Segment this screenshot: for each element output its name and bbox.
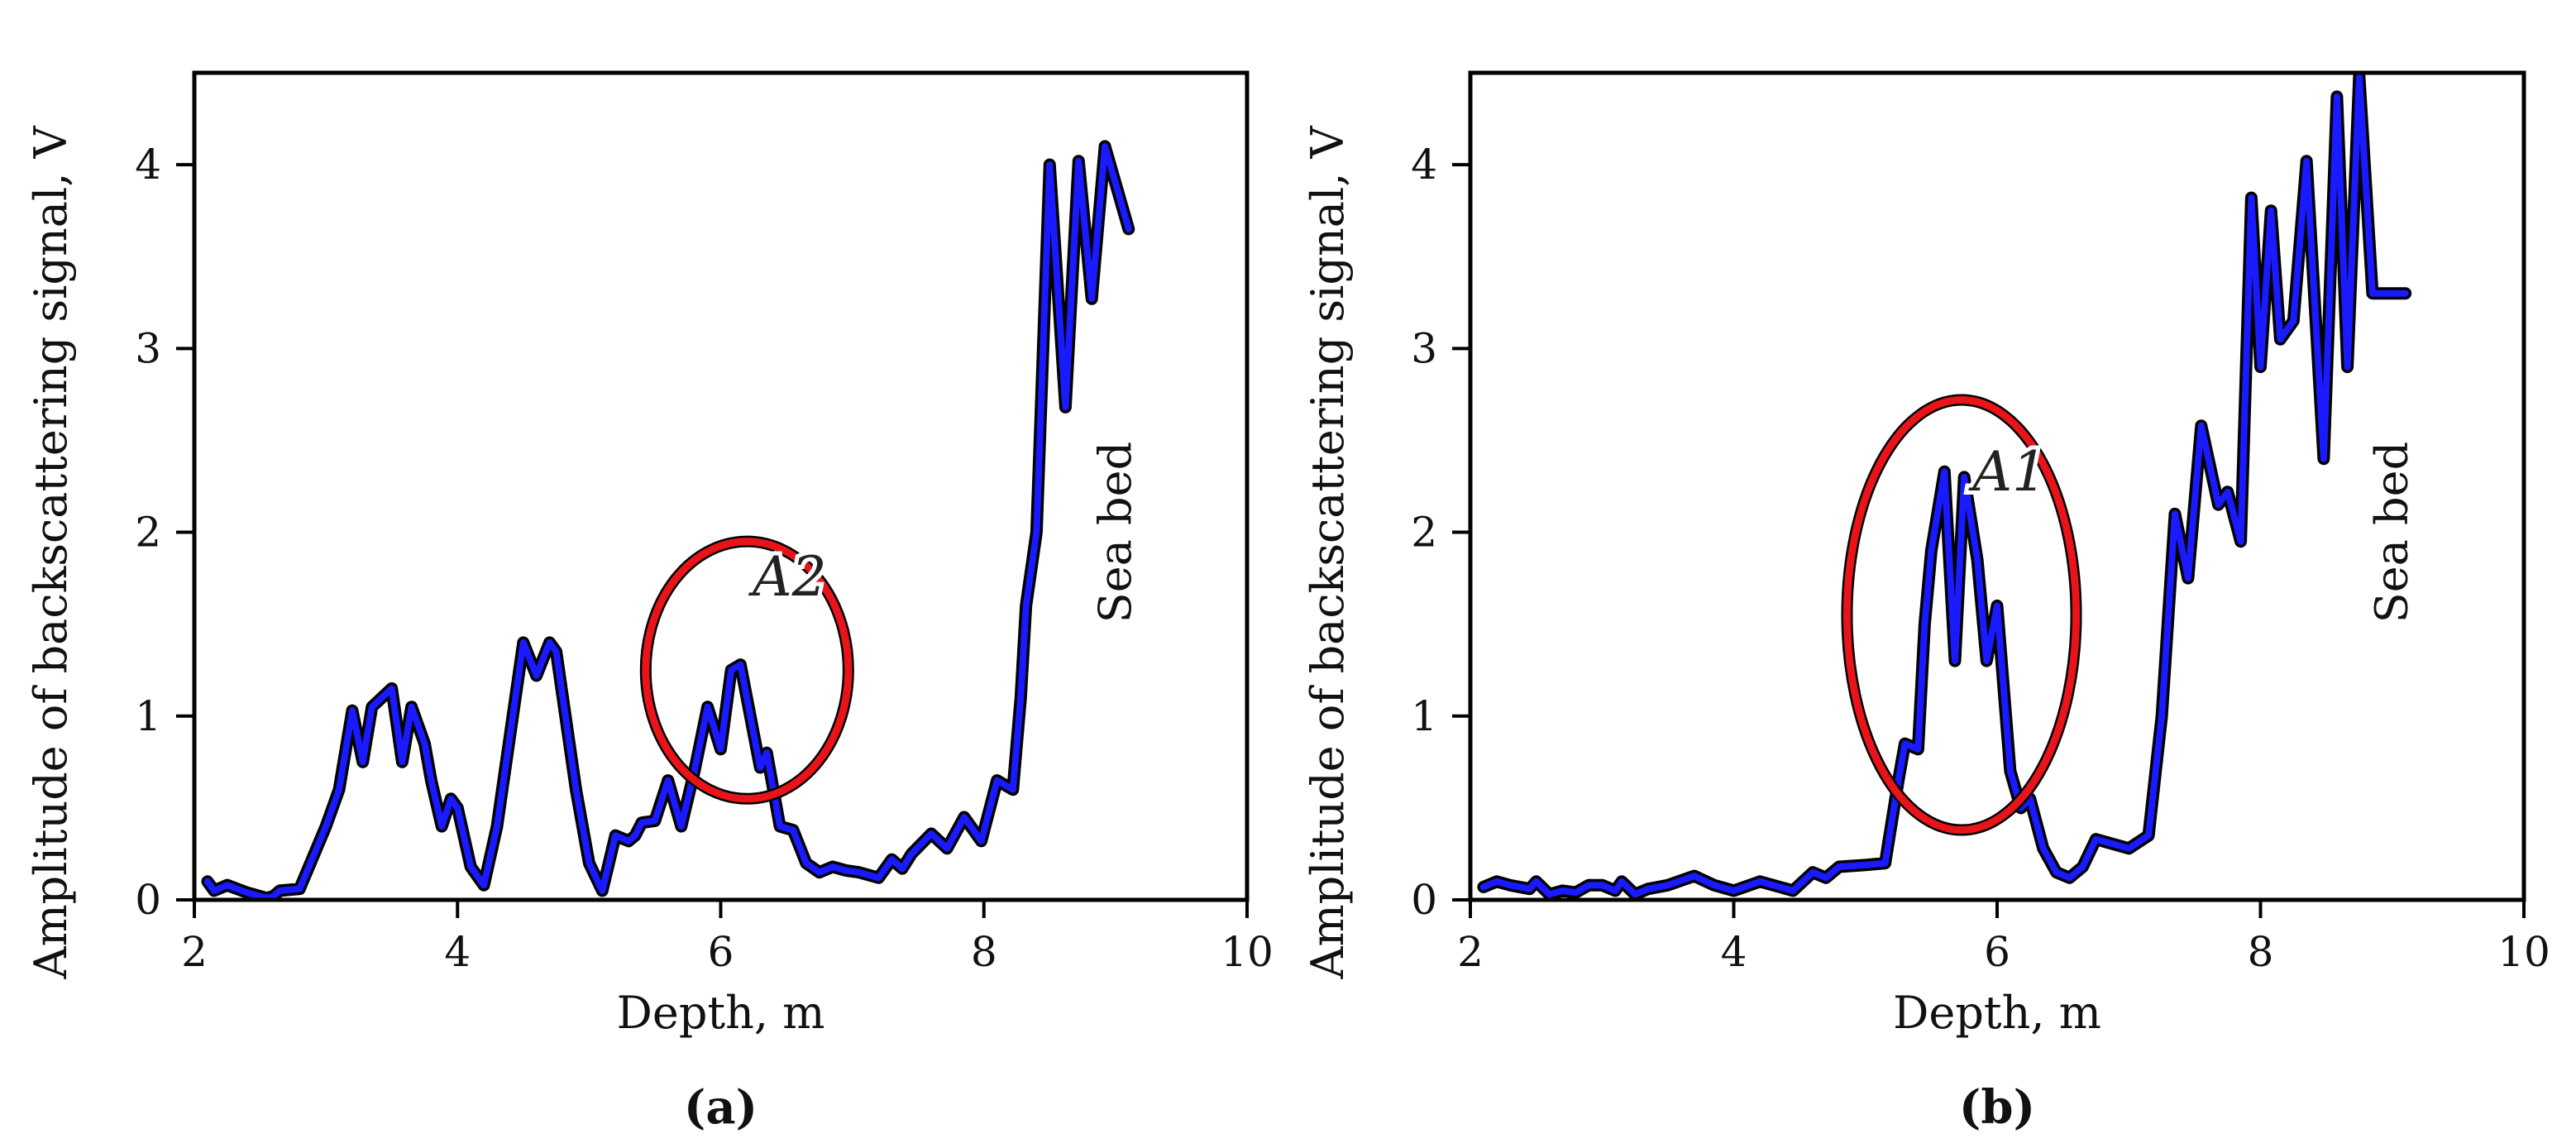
panel-a: 2 4 6 8 10 0 1 2 3 4 A2 Sea bed Depth, m Amplitude of… bbox=[25, 70, 1274, 1135]
sea-bed-label: Sea bed bbox=[2366, 442, 2418, 623]
y-tick-label: 4 bbox=[1411, 141, 1437, 189]
y-tick-label: 1 bbox=[1411, 692, 1437, 740]
x-tick-label: 6 bbox=[1984, 928, 2010, 976]
y-tick-label: 3 bbox=[1411, 324, 1437, 372]
x-tick-label: 4 bbox=[444, 928, 471, 976]
x-tick-label: 8 bbox=[2248, 928, 2274, 976]
x-tick-label: 2 bbox=[181, 928, 208, 976]
annotation-label: A2 bbox=[748, 545, 827, 609]
plot-frame bbox=[1468, 70, 2526, 902]
sea-bed-label: Sea bed bbox=[1089, 442, 1141, 623]
x-tick-label: 8 bbox=[971, 928, 997, 976]
highlight-ellipse bbox=[642, 538, 853, 803]
x-tick-label: 10 bbox=[2497, 928, 2550, 976]
y-tick-label: 2 bbox=[1411, 509, 1437, 557]
y-axis-title: Amplitude of backscattering signal, V bbox=[25, 125, 77, 979]
y-tick-label: 1 bbox=[135, 692, 161, 740]
y-tick-label: 0 bbox=[1411, 876, 1437, 924]
y-tick-label: 2 bbox=[135, 509, 161, 557]
y-tick-label: 4 bbox=[135, 141, 161, 189]
series-line bbox=[203, 142, 1132, 900]
annotation-label: A1 bbox=[1967, 440, 2047, 504]
x-axis-title: Depth, m bbox=[1893, 987, 2101, 1039]
x-tick-label: 10 bbox=[1221, 928, 1274, 976]
y-tick-label: 3 bbox=[135, 324, 161, 372]
y-axis-title: Amplitude of backscattering signal, V bbox=[1302, 125, 1354, 979]
x-tick-label: 6 bbox=[708, 928, 734, 976]
series-line bbox=[1479, 73, 2409, 898]
x-tick-label: 4 bbox=[1721, 928, 1747, 976]
x-tick-label: 2 bbox=[1457, 928, 1484, 976]
plot-frame bbox=[192, 70, 1250, 902]
panel-label: (b) bbox=[1959, 1080, 2035, 1135]
highlight-ellipse bbox=[1842, 396, 2081, 835]
x-axis-title: Depth, m bbox=[617, 987, 825, 1039]
y-tick-label: 0 bbox=[135, 876, 161, 924]
panel-b: 2 4 6 8 10 0 1 2 3 4 A1 Sea bed Depth, m Amplitude of… bbox=[1302, 70, 2550, 1135]
panel-label: (a) bbox=[684, 1080, 758, 1135]
